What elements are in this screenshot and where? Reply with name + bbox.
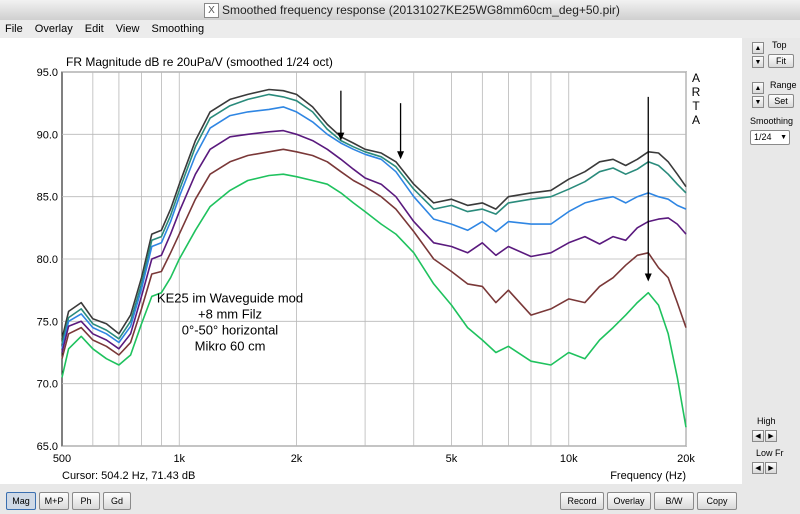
y-tick-label: 75.0 xyxy=(37,316,58,328)
top-down-arrow-icon[interactable]: ▼ xyxy=(752,56,764,68)
annotation-arrow-head xyxy=(644,273,652,282)
y-tick-label: 95.0 xyxy=(37,67,58,79)
lowfr-label: Low Fr xyxy=(756,448,784,458)
top-up-arrow-icon[interactable]: ▲ xyxy=(752,42,764,54)
high-left-arrow-icon[interactable]: ◀ xyxy=(752,430,764,442)
arta-brand-letter: R xyxy=(692,85,701,99)
menu-overlay[interactable]: Overlay xyxy=(34,23,73,35)
copy-button[interactable]: Copy xyxy=(697,492,737,510)
x-tick-label: 20k xyxy=(677,453,695,465)
range-up-arrow-icon[interactable]: ▲ xyxy=(752,82,764,94)
menu-edit[interactable]: Edit xyxy=(84,23,104,35)
annotation-text-line: 0°-50° horizontal xyxy=(182,323,279,338)
record-button[interactable]: Record xyxy=(560,492,604,510)
title-bar: X Smoothed frequency response (20131027K… xyxy=(0,0,800,21)
window-title: Smoothed frequency response (20131027KE2… xyxy=(222,3,620,17)
right-control-panel: Top ▲ ▼ Fit Range ▲ ▼ Set Smoothing 1/24… xyxy=(742,38,800,514)
series-line-purple xyxy=(61,129,687,353)
arta-brand-letter: A xyxy=(692,113,700,127)
x-tick-label: 10k xyxy=(560,453,578,465)
range-down-arrow-icon[interactable]: ▼ xyxy=(752,96,764,108)
annotation-arrow-head xyxy=(397,151,405,160)
x-tick-label: 1k xyxy=(173,453,185,465)
ph-button[interactable]: Ph xyxy=(72,492,100,510)
lowfr-right-arrow-icon[interactable]: ▶ xyxy=(765,462,777,474)
chart-title: FR Magnitude dB re 20uPa/V (smoothed 1/2… xyxy=(66,55,333,69)
y-tick-label: 90.0 xyxy=(37,129,58,141)
gd-button[interactable]: Gd xyxy=(103,492,131,510)
high-label: High xyxy=(757,416,776,426)
smoothing-value: 1/24 xyxy=(754,132,772,142)
smoothing-select[interactable]: 1/24 ▼ xyxy=(750,130,790,145)
mp-button[interactable]: M+P xyxy=(39,492,69,510)
x-axis-label: Frequency (Hz) xyxy=(610,470,686,482)
series-line-green xyxy=(61,173,687,428)
overlay-button[interactable]: Overlay xyxy=(607,492,651,510)
high-right-arrow-icon[interactable]: ▶ xyxy=(765,430,777,442)
series-line-brown xyxy=(61,148,687,359)
menu-smoothing[interactable]: Smoothing xyxy=(151,23,205,35)
y-tick-label: 85.0 xyxy=(37,192,58,204)
arta-brand-letter: T xyxy=(692,99,700,113)
chevron-down-icon: ▼ xyxy=(780,134,787,141)
arta-brand-letter: A xyxy=(692,71,700,85)
range-label: Range xyxy=(770,80,797,90)
series-line-teal xyxy=(61,93,687,344)
y-tick-label: 70.0 xyxy=(37,379,58,391)
menu-view[interactable]: View xyxy=(115,23,140,35)
menu-bar: File Overlay Edit View Smoothing xyxy=(0,20,800,39)
y-tick-label: 80.0 xyxy=(37,254,58,266)
bw-button[interactable]: B/W xyxy=(654,492,694,510)
set-button[interactable]: Set xyxy=(768,94,794,108)
x11-app-icon: X xyxy=(204,3,219,18)
x-tick-label: 2k xyxy=(291,453,303,465)
menu-file[interactable]: File xyxy=(5,23,23,35)
top-label: Top xyxy=(772,40,787,50)
cursor-readout: Cursor: 504.2 Hz, 71.43 dB xyxy=(62,470,195,482)
annotation-text-line: +8 mm Filz xyxy=(198,307,262,322)
mag-button[interactable]: Mag xyxy=(6,492,36,510)
lowfr-left-arrow-icon[interactable]: ◀ xyxy=(752,462,764,474)
smoothing-label: Smoothing xyxy=(750,116,794,126)
x-tick-label: 5k xyxy=(446,453,458,465)
annotation-text-line: Mikro 60 cm xyxy=(195,339,266,354)
y-tick-label: 65.0 xyxy=(37,441,58,453)
bottom-toolbar: Mag M+P Ph Gd Record Overlay B/W Copy xyxy=(0,488,742,514)
x-tick-label: 500 xyxy=(53,453,71,465)
series-line-black xyxy=(61,88,687,339)
fit-button[interactable]: Fit xyxy=(768,54,794,68)
series-line-blue xyxy=(61,106,687,349)
frequency-response-chart: 500 1k 2k 5k 10k 20k 65.0 70.0 75.0 80.0 85.0 90.0 9… xyxy=(37,55,701,482)
annotation-text-line: KE25 im Waveguide mod xyxy=(157,291,303,306)
annotation-arrow-head xyxy=(337,132,345,141)
